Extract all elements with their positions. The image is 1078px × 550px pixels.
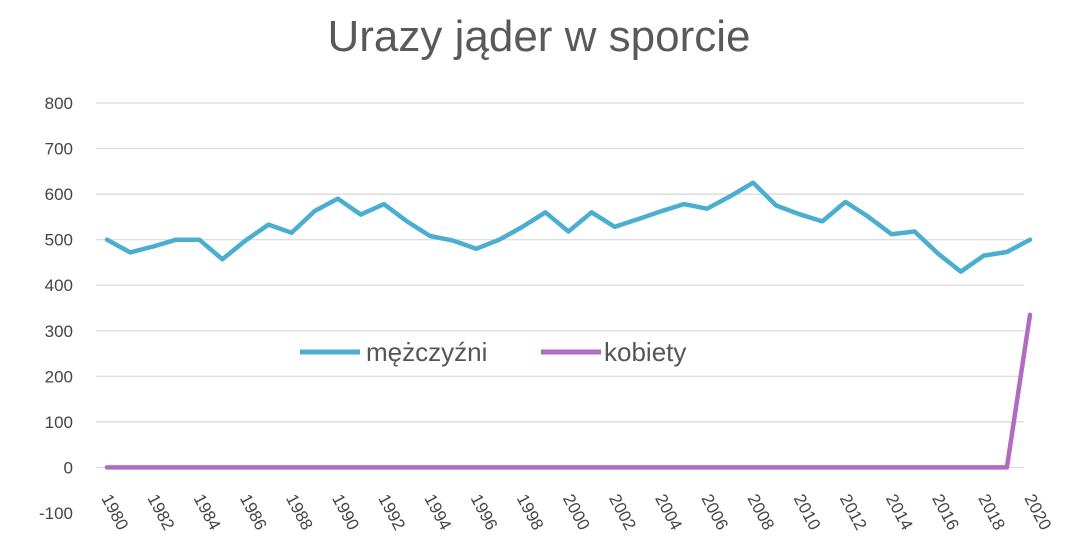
- x-tick-label: 2006: [697, 491, 732, 533]
- legend-label: mężczyźni: [366, 337, 487, 367]
- y-tick-label: -100: [39, 504, 73, 523]
- x-tick-label: 1986: [236, 491, 271, 533]
- x-tick-label: 2012: [836, 491, 871, 533]
- x-tick-label: 1988: [282, 491, 317, 533]
- legend-kobiety: kobiety: [541, 337, 686, 367]
- x-tick-label: 2004: [651, 491, 686, 533]
- y-tick-label: 600: [45, 185, 73, 204]
- legend-mezczyzni: mężczyźni: [300, 337, 487, 367]
- x-tick-label: 1998: [513, 491, 548, 533]
- series-line-kobiety: [104, 312, 1033, 470]
- y-tick-label: 200: [45, 367, 73, 386]
- x-tick-label: 1982: [144, 491, 179, 533]
- y-tick-label: 400: [45, 276, 73, 295]
- x-tick-label: 1994: [421, 491, 456, 533]
- y-tick-label: 500: [45, 231, 73, 250]
- x-tick-label: 2018: [974, 491, 1009, 533]
- x-tick-label: 2008: [744, 491, 779, 533]
- x-tick-label: 2020: [1020, 491, 1055, 533]
- y-tick-label: 300: [45, 322, 73, 341]
- x-tick-label: 2010: [790, 491, 825, 533]
- chart-title: Urazy jąder w sporcie: [327, 12, 751, 61]
- x-tick-label: 2000: [559, 491, 594, 533]
- x-tick-label: 1996: [467, 491, 502, 533]
- x-tick-label: 2016: [928, 491, 963, 533]
- y-tick-label: 700: [45, 140, 73, 159]
- y-tick-label: 100: [45, 413, 73, 432]
- x-tick-label: 2002: [605, 491, 640, 533]
- legend-label: kobiety: [604, 337, 686, 367]
- x-tick-label: 1984: [190, 491, 225, 533]
- series-line-mezczyzni: [104, 180, 1033, 274]
- x-tick-label: 1990: [328, 491, 363, 533]
- x-tick-label: 2014: [882, 491, 917, 533]
- x-tick-label: 1992: [374, 491, 409, 533]
- x-tick-label: 1980: [97, 491, 132, 533]
- y-tick-label: 0: [64, 458, 73, 477]
- y-tick-label: 800: [45, 94, 73, 113]
